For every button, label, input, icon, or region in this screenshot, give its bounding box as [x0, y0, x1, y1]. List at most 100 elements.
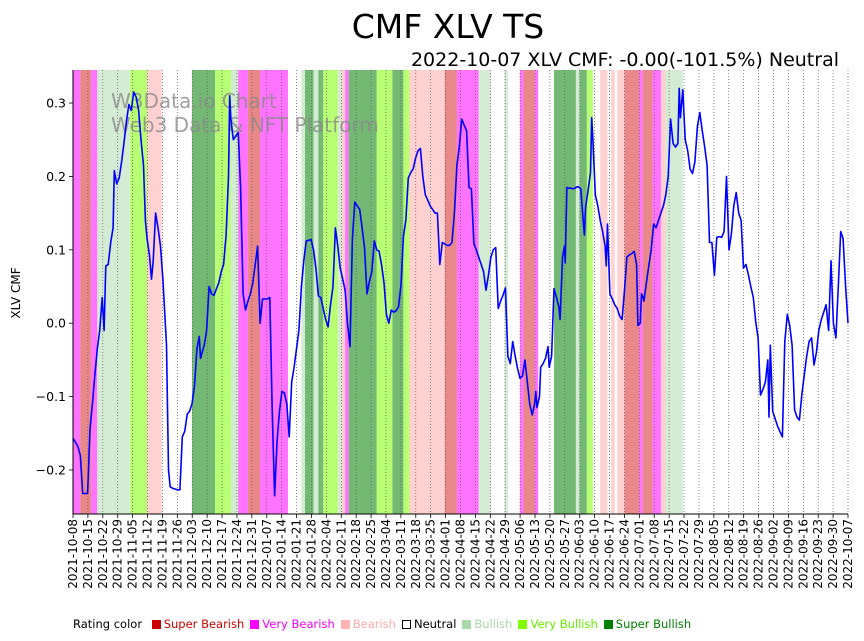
y-tick-label: 0.3	[46, 96, 66, 111]
legend-label: Bullish	[474, 617, 513, 631]
band-super_bullish	[579, 70, 587, 514]
y-tick-label: −0.2	[36, 462, 66, 477]
x-tick-label: 2022-03-11	[394, 519, 408, 589]
legend-label: Very Bullish	[530, 617, 598, 631]
band-super_bearish	[247, 70, 261, 514]
band-very_bullish	[586, 70, 593, 514]
x-tick-label: 2021-11-05	[126, 519, 140, 589]
watermark-line-1: W3Data.io Chart	[111, 89, 277, 113]
x-tick-label: 2022-03-04	[379, 519, 393, 589]
legend-swatch	[151, 620, 161, 629]
band-very_bearish	[73, 70, 81, 514]
legend-label: Bearish	[352, 617, 396, 631]
chart-title: CMF XLV TS	[352, 7, 545, 46]
legend-item-neutral: Neutral	[401, 617, 457, 631]
y-tick-label: 0.2	[46, 169, 66, 184]
x-tick-label: 2021-11-12	[141, 519, 155, 589]
legend-label: Very Bearish	[262, 617, 335, 631]
band-bearish	[600, 70, 608, 514]
band-neutral	[508, 70, 520, 514]
band-super_bearish	[642, 70, 653, 514]
legend-swatch	[518, 620, 528, 629]
band-super_bearish	[444, 70, 457, 514]
x-tick-label: 2022-08-19	[737, 519, 751, 589]
legend-swatch	[250, 620, 260, 629]
band-very_bearish	[520, 70, 524, 514]
y-axis-ticks: −0.2 −0.1 0.0 0.1 0.2 0.3	[36, 96, 73, 477]
legend-swatch	[603, 620, 613, 629]
x-tick-label: 2022-05-20	[543, 519, 557, 589]
x-tick-label: 2022-05-27	[558, 519, 572, 589]
band-neutral	[615, 70, 617, 514]
band-super_bearish	[523, 70, 535, 514]
x-tick-label: 2022-01-07	[260, 519, 274, 589]
x-tick-label: 2022-06-17	[603, 519, 617, 589]
band-neutral	[538, 70, 554, 514]
x-tick-label: 2021-12-10	[200, 519, 214, 589]
legend-item-bearish: Bearish	[340, 617, 396, 631]
x-tick-label: 2022-01-28	[304, 519, 318, 589]
legend-label: Super Bearish	[163, 617, 245, 631]
x-tick-label: 2022-10-07	[841, 519, 855, 589]
band-very_bullish	[215, 70, 231, 514]
x-tick-label: 2022-02-04	[319, 519, 333, 589]
band-super_bullish	[348, 70, 377, 514]
x-tick-label: 2021-10-29	[111, 519, 125, 589]
x-tick-label: 2021-10-15	[81, 519, 95, 589]
legend-item-very-bearish: Very Bearish	[250, 617, 335, 631]
x-tick-label: 2021-11-19	[155, 519, 169, 589]
x-tick-label: 2022-02-25	[364, 519, 378, 589]
band-bullish	[230, 70, 239, 514]
legend-label: Neutral	[413, 617, 457, 631]
legend-swatch	[401, 620, 411, 629]
band-bullish	[301, 70, 306, 514]
x-tick-label: 2022-02-18	[349, 519, 363, 589]
rating-legend: Rating color Super Bearish Very Bearish Be…	[73, 617, 697, 631]
band-very_bearish	[534, 70, 539, 514]
x-tick-label: 2022-06-10	[588, 519, 602, 589]
x-tick-label: 2022-08-05	[707, 519, 721, 589]
band-bearish	[341, 70, 346, 514]
band-very_bearish	[456, 70, 479, 514]
x-tick-label: 2021-12-31	[245, 519, 259, 589]
x-tick-label: 2022-07-15	[662, 519, 676, 589]
x-tick-label: 2022-01-21	[290, 519, 304, 589]
x-tick-label: 2022-09-09	[781, 519, 795, 589]
band-bullish	[575, 70, 580, 514]
band-super_bearish	[624, 70, 640, 514]
watermark-line-2: Web3 Data & NFT Platform	[111, 113, 379, 137]
legend-swatch	[462, 620, 472, 629]
legend-swatch	[340, 620, 350, 629]
cmf-series-line	[72, 87, 849, 497]
x-tick-label: 2021-12-17	[215, 519, 229, 589]
x-tick-label: 2022-05-13	[528, 519, 542, 589]
x-tick-label: 2022-08-26	[752, 519, 766, 589]
band-bullish	[665, 70, 683, 514]
band-bearish	[409, 70, 418, 514]
band-bearish	[617, 70, 625, 514]
x-tick-label: 2022-04-08	[454, 519, 468, 589]
x-tick-label: 2022-06-24	[617, 519, 631, 589]
band-neutral	[593, 70, 600, 514]
x-tick-label: 2022-01-14	[275, 519, 289, 589]
x-tick-label: 2022-03-25	[424, 519, 438, 589]
legend-item-bullish: Bullish	[462, 617, 512, 631]
band-super_bullish	[305, 70, 314, 514]
x-tick-label: 2021-11-26	[170, 519, 184, 589]
x-tick-label: 2022-04-15	[468, 519, 482, 589]
legend-item-super-bearish: Super Bearish	[151, 617, 245, 631]
x-tick-label: 2022-07-08	[647, 519, 661, 589]
band-bullish	[313, 70, 319, 514]
x-tick-label: 2021-12-24	[230, 519, 244, 589]
y-tick-label: 0.1	[46, 242, 66, 257]
x-tick-label: 2022-09-23	[811, 519, 825, 589]
band-bearish	[660, 70, 666, 514]
band-very_bearish	[345, 70, 349, 514]
band-bearish	[611, 70, 615, 514]
x-tick-label: 2022-02-11	[334, 519, 348, 589]
y-axis-label: XLV CMF	[9, 267, 23, 318]
x-tick-label: 2021-12-03	[185, 519, 199, 589]
band-very_bearish	[639, 70, 643, 514]
x-tick-label: 2022-07-01	[632, 519, 646, 589]
band-very_bullish	[403, 70, 410, 514]
